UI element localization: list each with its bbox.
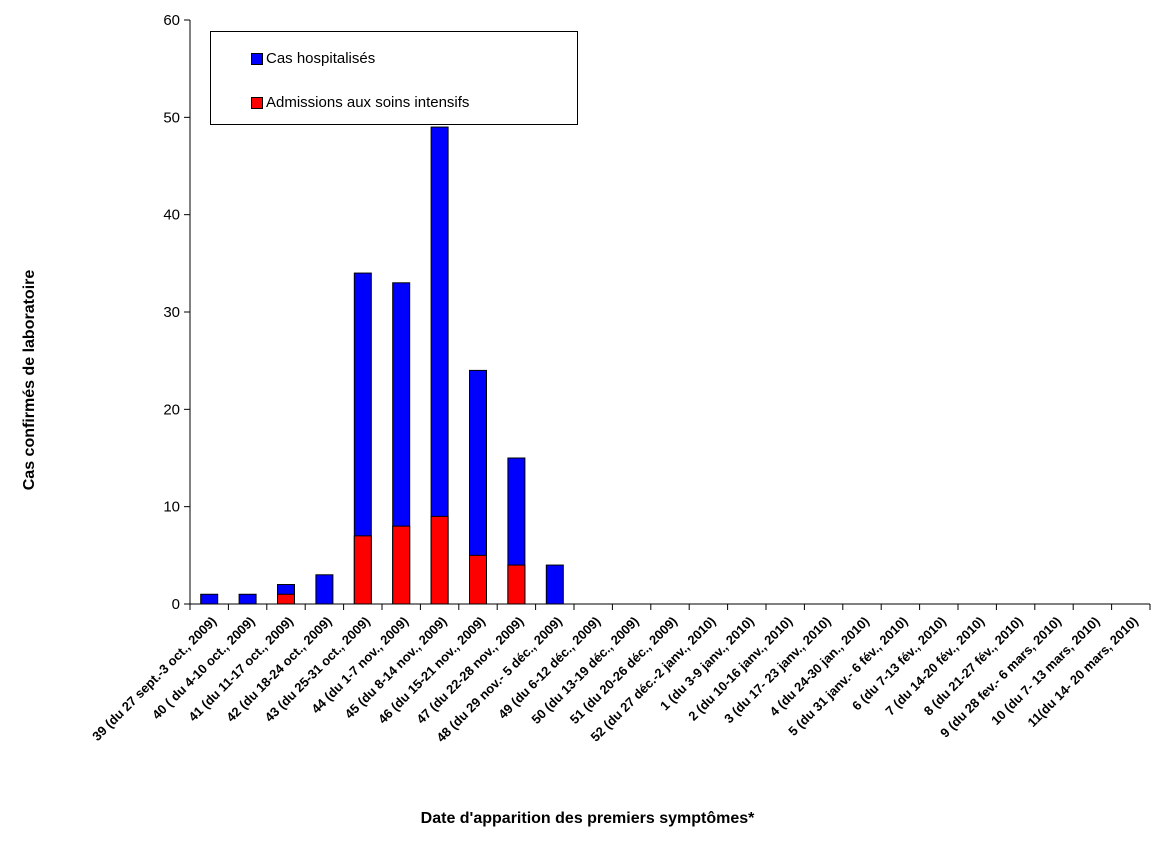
bar-icu	[507, 564, 526, 605]
bar-icu	[353, 535, 372, 605]
bar-hospitalized	[545, 564, 564, 605]
y-axis-title: Cas confirmés de laboratoire	[21, 270, 38, 491]
y-tick-label: 50	[163, 109, 180, 126]
bar-icu	[277, 593, 295, 605]
bar-icu	[392, 525, 411, 605]
y-tick-label: 60	[163, 12, 180, 29]
legend-item-hospitalized: Cas hospitalisés	[251, 50, 375, 67]
legend-swatch-icu	[251, 96, 263, 109]
bars-layer	[200, 126, 564, 605]
legend: Cas hospitalisés Admissions aux soins in…	[210, 31, 578, 125]
legend-label-hospitalized: Cas hospitalisés	[266, 50, 376, 67]
legend-swatch-hospitalized	[251, 52, 263, 65]
bar-icu	[430, 515, 449, 605]
y-tick-label: 0	[172, 596, 180, 613]
legend-item-icu: Admissions aux soins intensifs	[251, 94, 469, 111]
bar-hospitalized	[315, 574, 334, 605]
bar-icu	[469, 554, 487, 605]
bar-hospitalized	[238, 593, 257, 605]
y-tick-label: 40	[163, 207, 180, 224]
y-tick-label: 20	[163, 401, 180, 418]
legend-label-icu: Admissions aux soins intensifs	[266, 94, 470, 111]
x-axis-title: Date d'apparition des premiers symptômes…	[420, 810, 755, 827]
bar-hospitalized	[200, 593, 219, 605]
y-tick-label: 30	[163, 304, 180, 321]
y-tick-label: 10	[163, 499, 180, 516]
y-axis-title-text: Cas confirmés de laboratoire	[21, 270, 38, 491]
